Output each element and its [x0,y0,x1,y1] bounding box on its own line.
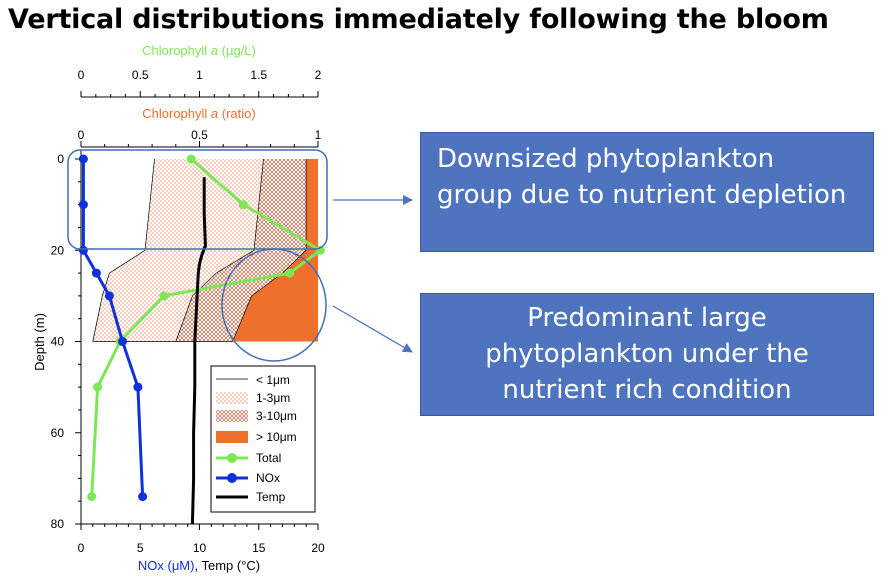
point-total [186,154,196,164]
point-nox [78,200,88,210]
y-axis-tick-label: 20 [51,243,65,257]
top-axis-1-label: Chlorophyll a (μg/L) [142,43,256,58]
y-axis-tick-label: 60 [51,426,65,440]
top-axis-2-tick-label: 0.5 [191,128,208,142]
y-axis-tick-label: 80 [51,517,65,531]
top-axis-1-ticks: 0 0.5 1 1.5 2 [78,68,322,97]
legend-label-lt1: < 1μm [256,373,290,387]
top-axis-2-tick-label: 0 [78,128,85,142]
legend-label-gt10: > 10μm [256,430,297,444]
legend-swatch-3-10 [216,410,248,422]
point-nox [138,492,148,502]
top-axis-2-tick-label: 1 [315,128,322,142]
top-axis-2-ticks: 0 0.5 1 [78,128,322,147]
series-line-nox [81,159,145,497]
top-axis-1-tick-label: 0.5 [132,68,149,82]
x-axis-ticks: 0 5 10 15 20 [78,524,325,555]
top-axis-1-tick-label: 0 [78,68,85,82]
x-axis-tick-label: 0 [78,541,85,555]
area-3-10um [175,159,307,342]
highlight-box-surface [67,149,328,250]
y-axis-tick-label: 0 [57,152,64,166]
x-axis-tick-label: 20 [311,541,325,555]
legend-swatch-1-3 [216,392,248,404]
point-nox [104,291,114,301]
callout-downsized-phytoplankton: Downsized phytoplankton group due to nut… [420,132,874,252]
point-nox [91,268,101,278]
point-total [238,200,248,210]
highlight-circle-deep [221,248,327,362]
x-axis-tick-label: 10 [193,541,207,555]
point-total [159,291,169,301]
legend-label-nox: NOx [256,471,280,485]
series-line-total [90,157,322,497]
legend: < 1μm 1-3μm 3-10μm > 10μm Total NOx Temp [210,365,316,513]
legend-label-1-3: 1-3μm [256,391,290,405]
point-nox [78,245,88,255]
point-total [285,268,295,278]
area-boundary-2 [175,158,264,342]
series-line-temp [190,177,207,525]
legend-label-temp: Temp [256,490,286,504]
area-1-3um [92,159,264,342]
area-boundary-1 [92,158,155,342]
point-nox [118,337,127,346]
legend-swatch-gt10 [216,431,248,443]
point-total [87,492,97,502]
y-axis-label: Depth (m) [32,313,47,371]
data-series [78,154,325,525]
area-gt10um [232,159,318,342]
legend-swatch-nox-marker [227,473,237,483]
point-total [93,382,103,392]
top-axis-2-label: Chlorophyll a (ratio) [142,106,255,121]
arrow-bottom [332,305,413,353]
x-axis-tick-label: 5 [137,541,144,555]
legend-label-3-10: 3-10μm [256,409,297,423]
y-axis-tick-label: 40 [51,335,65,349]
legend-label-total: Total [256,451,281,465]
page-title: Vertical distributions immediately follo… [8,4,829,35]
point-nox [133,382,143,392]
top-axis-1-tick-label: 1 [196,68,203,82]
top-axis-1-tick-label: 2 [315,68,322,82]
top-axis-1-tick-label: 1.5 [250,68,267,82]
callout-large-phytoplankton: Predominant large phytoplankton under th… [420,293,874,416]
x-axis-label: NOx (μM), Temp (°C) [138,558,260,573]
point-nox [78,154,88,164]
legend-swatch-total-marker [227,453,237,463]
x-axis-tick-label: 15 [252,541,266,555]
y-axis-ticks: 0 20 40 60 80 [51,152,81,531]
